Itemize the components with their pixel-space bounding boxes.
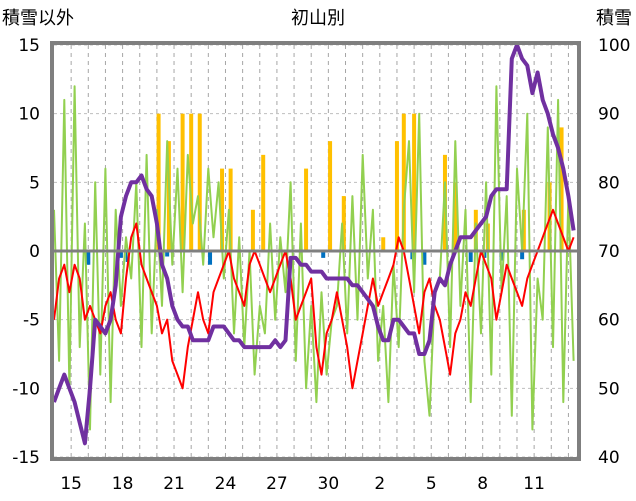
bar	[328, 141, 333, 251]
bar	[401, 113, 406, 252]
left-tick-label: -15	[12, 448, 40, 468]
bar	[165, 251, 170, 257]
x-tick-label: 21	[163, 474, 185, 494]
left-tick-label: -5	[23, 311, 40, 331]
x-tick-label: 15	[60, 474, 82, 494]
left-tick-label: -10	[12, 379, 40, 399]
series-line	[53, 208, 575, 390]
lines-layer	[52, 43, 576, 446]
bar	[261, 154, 266, 251]
x-tick-label: 18	[112, 474, 134, 494]
right-tick-label: 50	[598, 379, 620, 399]
chart-title: 初山別	[291, 8, 345, 29]
bar	[180, 113, 185, 252]
bar	[422, 251, 427, 265]
bar	[453, 182, 458, 251]
bar	[250, 209, 255, 251]
bar	[559, 127, 564, 251]
bar	[381, 237, 386, 251]
right-tick-label: 100	[598, 36, 630, 56]
x-tick-label: 30	[318, 474, 340, 494]
bar	[228, 168, 233, 251]
bar	[86, 251, 91, 265]
x-tick-label: 8	[477, 474, 488, 494]
x-tick-label: 27	[266, 474, 288, 494]
bar	[341, 196, 346, 251]
left-tick-label: 10	[18, 105, 40, 125]
x-tick-label: 11	[523, 474, 545, 494]
x-tick-label: 24	[215, 474, 237, 494]
right-tick-label: 40	[598, 448, 620, 468]
bar	[118, 251, 123, 258]
bar	[468, 251, 473, 262]
bar	[197, 113, 202, 252]
x-tick-label: 2	[374, 474, 385, 494]
left-tick-label: 5	[29, 173, 40, 193]
bar	[189, 113, 194, 252]
right-tick-label: 70	[598, 242, 620, 262]
left-tick-label: 15	[18, 36, 40, 56]
bar	[220, 168, 225, 251]
right-axis-title: 積雪	[596, 8, 632, 29]
snow-depth-line	[52, 43, 576, 446]
bar	[394, 141, 399, 251]
bar	[520, 251, 525, 260]
bar	[412, 113, 417, 252]
bar	[304, 168, 309, 251]
bar	[156, 113, 161, 252]
bar	[208, 251, 213, 265]
right-tick-label: 80	[598, 173, 620, 193]
right-tick-label: 60	[598, 311, 620, 331]
x-tick-label: 5	[426, 474, 437, 494]
left-axis-title: 積雪以外	[2, 8, 74, 29]
right-tick-label: 90	[598, 105, 620, 125]
plot-frame	[50, 41, 581, 461]
bar	[321, 251, 326, 258]
left-tick-label: 0	[29, 242, 40, 262]
